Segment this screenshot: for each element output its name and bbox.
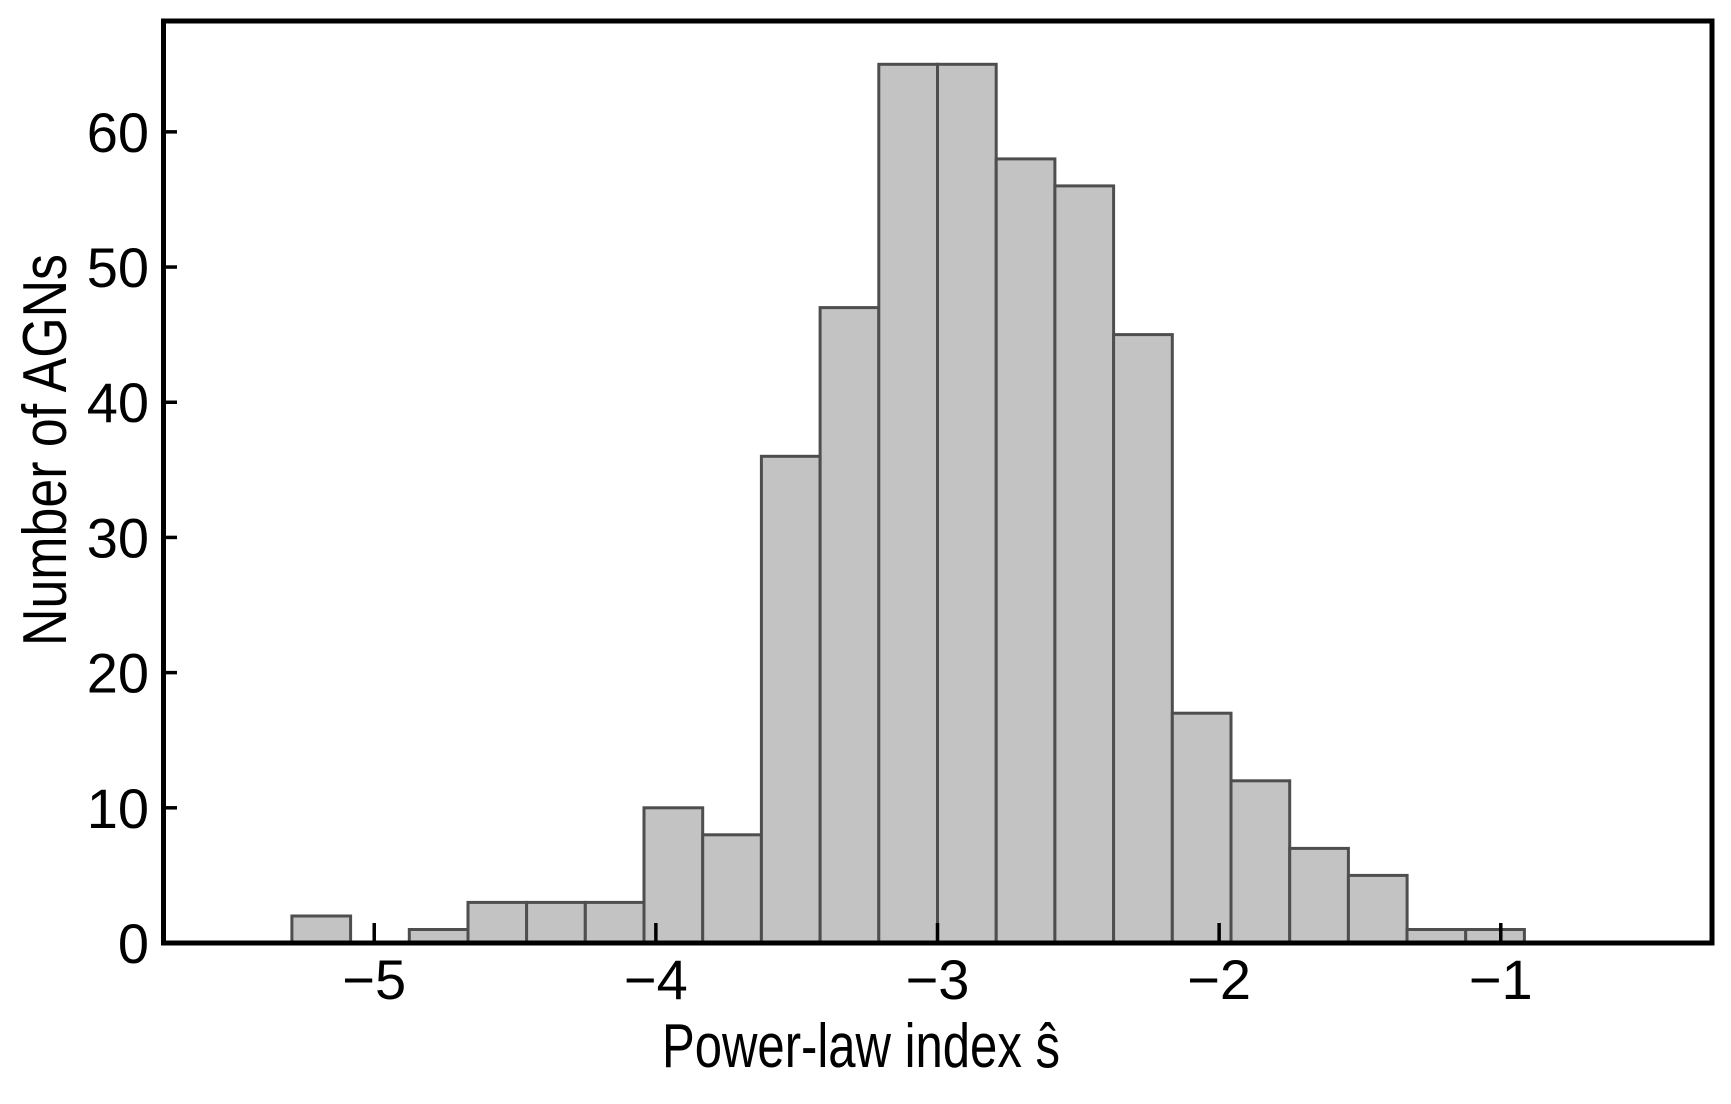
x-axis-tick-labels: −5 −4 −3 −2 −1 xyxy=(342,948,1532,1011)
y-axis-tick-labels: 0 10 20 30 40 50 60 xyxy=(87,101,149,975)
y-tick-label: 0 xyxy=(118,912,149,975)
histogram-bars xyxy=(290,62,1526,945)
histogram-bar xyxy=(290,914,353,945)
y-tick-label: 40 xyxy=(87,371,149,434)
histogram-bar xyxy=(1112,333,1174,945)
y-tick-label: 20 xyxy=(87,642,149,705)
histogram-bar xyxy=(642,806,705,945)
x-tick-label: −4 xyxy=(624,948,688,1011)
y-tick-label: 50 xyxy=(87,236,149,299)
histogram-bar xyxy=(759,454,822,945)
y-axis-label: Number of AGNs xyxy=(11,254,80,646)
histogram-bar xyxy=(1288,846,1350,945)
x-tick-label: −1 xyxy=(1469,948,1533,1011)
histogram-bar xyxy=(701,833,763,945)
x-tick-label: −5 xyxy=(342,948,406,1011)
histogram-bar xyxy=(1229,779,1292,945)
histogram-bar xyxy=(583,900,646,945)
histogram-bar xyxy=(1346,873,1409,945)
x-tick-label: −2 xyxy=(1187,948,1251,1011)
histogram-bar xyxy=(936,62,998,945)
histogram-bar xyxy=(1170,711,1233,945)
histogram-bar xyxy=(818,306,881,945)
histogram-bar xyxy=(525,900,587,945)
x-tick-label: −3 xyxy=(906,948,970,1011)
y-tick-label: 60 xyxy=(87,101,149,164)
y-tick-label: 30 xyxy=(87,506,149,569)
histogram-bar xyxy=(1053,184,1116,945)
y-tick-label: 10 xyxy=(87,777,149,840)
histogram-bar xyxy=(994,157,1057,945)
plot-border xyxy=(161,18,1715,946)
histogram-bar xyxy=(466,900,529,945)
x-axis-label: Power-law index ŝ xyxy=(662,1012,1060,1081)
histogram-bar xyxy=(877,62,939,945)
